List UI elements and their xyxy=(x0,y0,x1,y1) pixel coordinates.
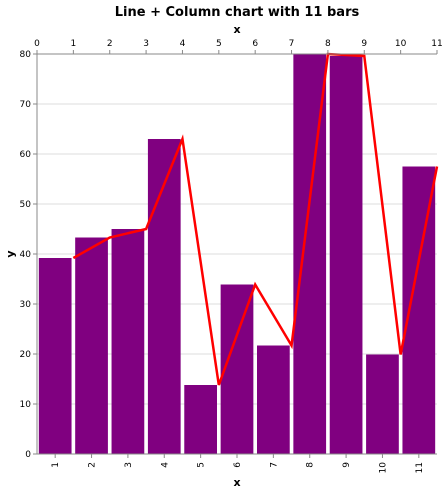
bar xyxy=(75,237,108,454)
y-tick-label: 80 xyxy=(20,50,32,60)
bar xyxy=(366,354,399,454)
x2-tick-label: 0 xyxy=(34,39,40,49)
x-tick-label: 6 xyxy=(233,462,243,468)
x-tick-label: 11 xyxy=(415,462,425,473)
bar xyxy=(38,258,72,454)
x-tick-label: 8 xyxy=(306,462,316,468)
bar xyxy=(111,229,145,454)
y-tick-label: 0 xyxy=(25,450,31,460)
x-tick-label: 1 xyxy=(51,462,61,468)
bar xyxy=(257,345,290,454)
x-tick-label: 2 xyxy=(88,462,98,468)
line-series xyxy=(72,52,439,386)
x2-tick-label: 2 xyxy=(107,39,113,49)
bar xyxy=(402,166,436,454)
y-tick-label: 30 xyxy=(20,300,32,310)
x2-tick-label: 6 xyxy=(252,39,258,49)
x-tick-label: 9 xyxy=(342,462,352,468)
x2-tick-label: 3 xyxy=(143,39,149,49)
x2-tick-label: 4 xyxy=(180,39,186,49)
x2-tick-label: 11 xyxy=(431,39,442,49)
x-axis-title: x xyxy=(233,476,240,489)
y-tick-label: 20 xyxy=(20,350,32,360)
chart-title: Line + Column chart with 11 bars xyxy=(115,5,360,20)
x2-tick-label: 7 xyxy=(289,39,295,49)
x2-tick-label: 10 xyxy=(395,39,407,49)
x2-tick-label: 8 xyxy=(325,39,331,49)
x-tick-label: 10 xyxy=(378,462,388,474)
y-axis-title: y xyxy=(4,250,17,257)
y-tick-label: 10 xyxy=(20,400,32,410)
x2-axis-title: x xyxy=(233,23,240,36)
y-tick-label: 50 xyxy=(20,200,32,210)
y-tick-label: 60 xyxy=(20,150,32,160)
x2-tick-label: 5 xyxy=(216,39,222,49)
x-tick-label: 7 xyxy=(269,462,279,468)
y-tick-label: 70 xyxy=(20,100,32,110)
bar xyxy=(220,284,254,454)
x2-tick-label: 9 xyxy=(361,39,367,49)
y-tick-label: 40 xyxy=(20,250,32,260)
bar xyxy=(147,139,181,454)
x-tick-label: 4 xyxy=(160,462,170,468)
bar xyxy=(184,385,217,454)
x-tick-label: 5 xyxy=(197,462,207,468)
x2-tick-label: 1 xyxy=(70,39,76,49)
bar xyxy=(329,56,363,454)
x-tick-label: 3 xyxy=(124,462,134,468)
